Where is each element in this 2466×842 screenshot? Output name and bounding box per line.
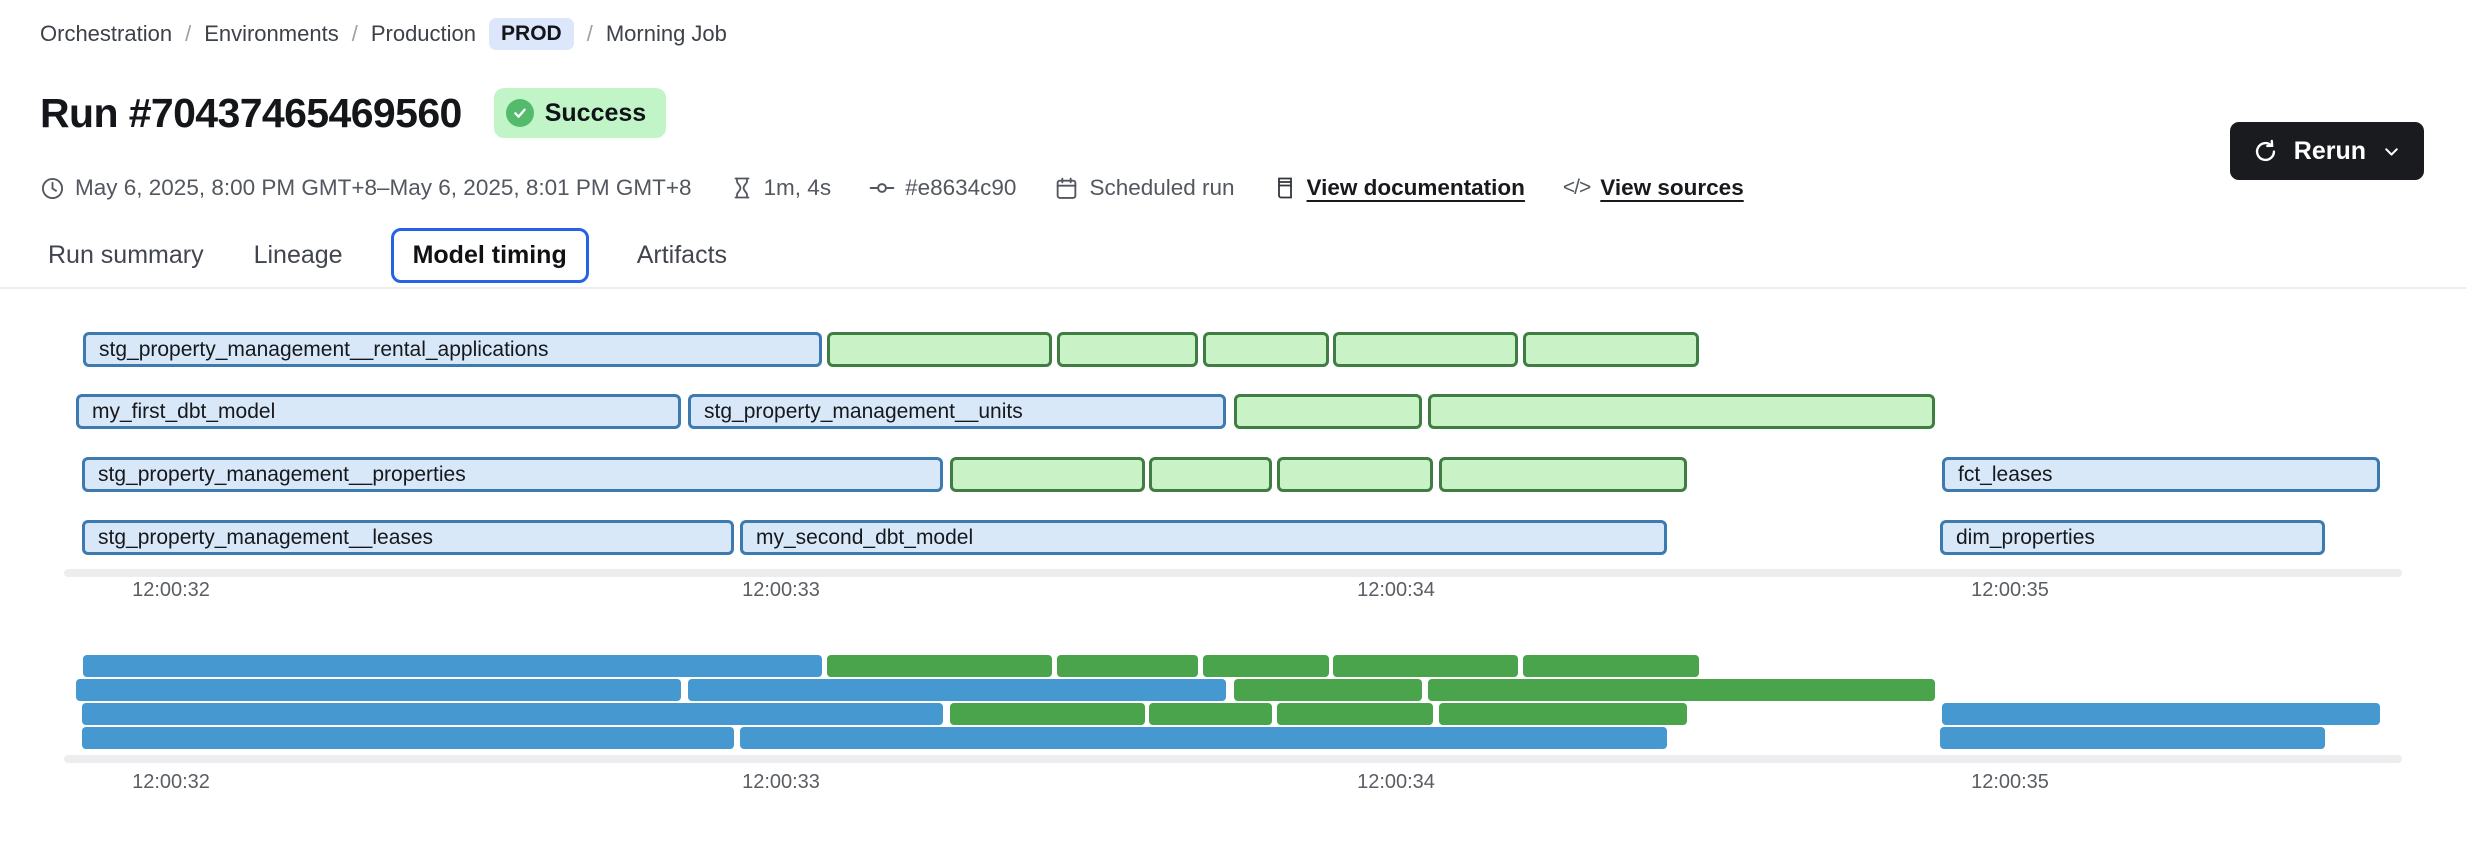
breadcrumb-separator: /	[185, 21, 192, 46]
gantt-bar[interactable]	[1333, 332, 1518, 367]
gantt-bar[interactable]	[1439, 457, 1687, 492]
commit-hash-text: #e8634c90	[905, 175, 1017, 200]
view-documentation[interactable]: View documentation	[1273, 175, 1525, 201]
gantt-bar-label: my_second_dbt_model	[756, 525, 974, 549]
minimap-bar[interactable]	[76, 679, 681, 701]
environment-badge: PROD	[489, 18, 574, 50]
run-time-range: May 6, 2025, 8:00 PM GMT+8–May 6, 2025, …	[40, 175, 692, 201]
minimap-bar[interactable]	[1277, 703, 1433, 725]
code-icon: </>	[1562, 176, 1591, 199]
minimap-bar[interactable]	[827, 655, 1052, 677]
gantt-bar[interactable]: stg_property_management__properties	[82, 457, 943, 492]
hourglass-icon	[734, 177, 749, 199]
view-sources[interactable]: </> View sources	[1563, 175, 1744, 201]
run-duration: 1m, 4s	[730, 175, 832, 201]
check-icon	[505, 99, 534, 127]
minimap-bar[interactable]	[1940, 727, 2325, 749]
gantt-bar[interactable]: fct_leases	[1942, 457, 2380, 492]
gantt-bar[interactable]: my_second_dbt_model	[740, 520, 1667, 555]
breadcrumb-separator: /	[586, 21, 593, 46]
breadcrumb-production[interactable]: Production	[370, 21, 477, 46]
gantt-bar-label: stg_property_management__rental_applicat…	[99, 337, 549, 361]
axis-tick-label: 12:00:33	[742, 771, 820, 793]
minimap-bar[interactable]	[950, 703, 1145, 725]
tab-model-timing[interactable]: Model timing	[390, 228, 589, 283]
axis-tick-label: 12:00:34	[1357, 771, 1435, 793]
tab-lineage[interactable]: Lineage	[253, 241, 343, 269]
minimap-bar[interactable]	[1149, 703, 1272, 725]
clock-icon	[41, 177, 64, 199]
breadcrumb-separator: /	[351, 21, 358, 46]
gantt-bar-label: stg_property_management__leases	[98, 525, 434, 549]
gantt-bar[interactable]	[827, 332, 1052, 367]
gantt-bar[interactable]	[1523, 332, 1699, 367]
gantt-bar-label: my_first_dbt_model	[92, 399, 276, 423]
minimap-bar[interactable]	[1942, 703, 2380, 725]
gantt-bar[interactable]	[1149, 457, 1272, 492]
run-tabs: Run summary Lineage Model timing Artifac…	[46, 228, 729, 283]
minimap-bar[interactable]	[1523, 655, 1699, 677]
run-trigger: Scheduled run	[1054, 175, 1235, 201]
minimap-bar[interactable]	[740, 727, 1667, 749]
tab-run-summary[interactable]: Run summary	[48, 241, 204, 269]
tab-artifacts[interactable]: Artifacts	[636, 241, 728, 269]
chevron-down-icon	[2385, 147, 2398, 156]
minimap-bar[interactable]	[1234, 679, 1422, 701]
commit-hash: #e8634c90	[869, 175, 1016, 201]
minimap-bar[interactable]	[1203, 655, 1329, 677]
status-badge-label: Success	[544, 98, 647, 127]
gantt-bar[interactable]	[1428, 394, 1935, 429]
view-documentation-link[interactable]: View documentation	[1306, 175, 1525, 200]
status-badge: Success	[493, 88, 667, 138]
commit-icon	[869, 183, 895, 193]
title-row: Run #70437465469560 Success	[40, 88, 667, 138]
gantt-bar-label: fct_leases	[1958, 462, 2053, 486]
minimap-bar[interactable]	[82, 703, 943, 725]
axis-tick-label: 12:00:34	[1357, 579, 1435, 601]
view-sources-link[interactable]: View sources	[1600, 175, 1744, 200]
run-trigger-text: Scheduled run	[1089, 175, 1235, 200]
minimap-bar[interactable]	[1057, 655, 1198, 677]
gantt-bar-label: dim_properties	[1956, 525, 2095, 549]
axis-tick-label: 12:00:33	[742, 579, 820, 601]
gantt-bar[interactable]	[1203, 332, 1329, 367]
gantt-bar[interactable]: dim_properties	[1940, 520, 2325, 555]
gantt-bar[interactable]: stg_property_management__leases	[82, 520, 734, 555]
breadcrumb-morning-job[interactable]: Morning Job	[605, 21, 727, 46]
run-duration-text: 1m, 4s	[763, 175, 832, 200]
minimap-bar[interactable]	[1428, 679, 1935, 701]
gantt-bar[interactable]	[950, 457, 1145, 492]
rerun-button[interactable]: Rerun	[2229, 122, 2424, 180]
axis-tick-label: 12:00:32	[132, 579, 210, 601]
axis-tick-label: 12:00:35	[1971, 771, 2049, 793]
minimap-bar[interactable]	[688, 679, 1226, 701]
axis-tick-label: 12:00:35	[1971, 579, 2049, 601]
gantt-bar[interactable]	[1057, 332, 1198, 367]
gantt-bar[interactable]	[1277, 457, 1433, 492]
gantt-scrollbar-track[interactable]	[64, 569, 2402, 577]
gantt-bar[interactable]: stg_property_management__units	[688, 394, 1226, 429]
minimap-scrollbar-track[interactable]	[64, 755, 2402, 763]
gantt-bar[interactable]: my_first_dbt_model	[76, 394, 681, 429]
run-meta-row: May 6, 2025, 8:00 PM GMT+8–May 6, 2025, …	[40, 170, 1744, 206]
breadcrumb: Orchestration / Environments / Productio…	[40, 18, 727, 50]
gantt-bar[interactable]	[1234, 394, 1422, 429]
gantt-bar-label: stg_property_management__properties	[98, 462, 466, 486]
rerun-button-label: Rerun	[2293, 136, 2366, 165]
minimap-bar[interactable]	[1333, 655, 1518, 677]
calendar-icon	[1057, 177, 1077, 199]
gantt-bar-label: stg_property_management__units	[704, 399, 1023, 423]
document-icon	[1277, 177, 1292, 199]
run-time-range-text: May 6, 2025, 8:00 PM GMT+8–May 6, 2025, …	[75, 175, 692, 200]
minimap-bar[interactable]	[1439, 703, 1687, 725]
page-title: Run #70437465469560	[40, 89, 462, 136]
breadcrumb-orchestration[interactable]: Orchestration	[40, 21, 173, 46]
refresh-icon	[2255, 139, 2275, 161]
minimap-bar[interactable]	[83, 655, 822, 677]
minimap-bar[interactable]	[82, 727, 734, 749]
gantt-bar[interactable]: stg_property_management__rental_applicat…	[83, 332, 822, 367]
axis-tick-label: 12:00:32	[132, 771, 210, 793]
tabs-divider	[0, 287, 2466, 289]
breadcrumb-environments[interactable]: Environments	[204, 21, 339, 46]
